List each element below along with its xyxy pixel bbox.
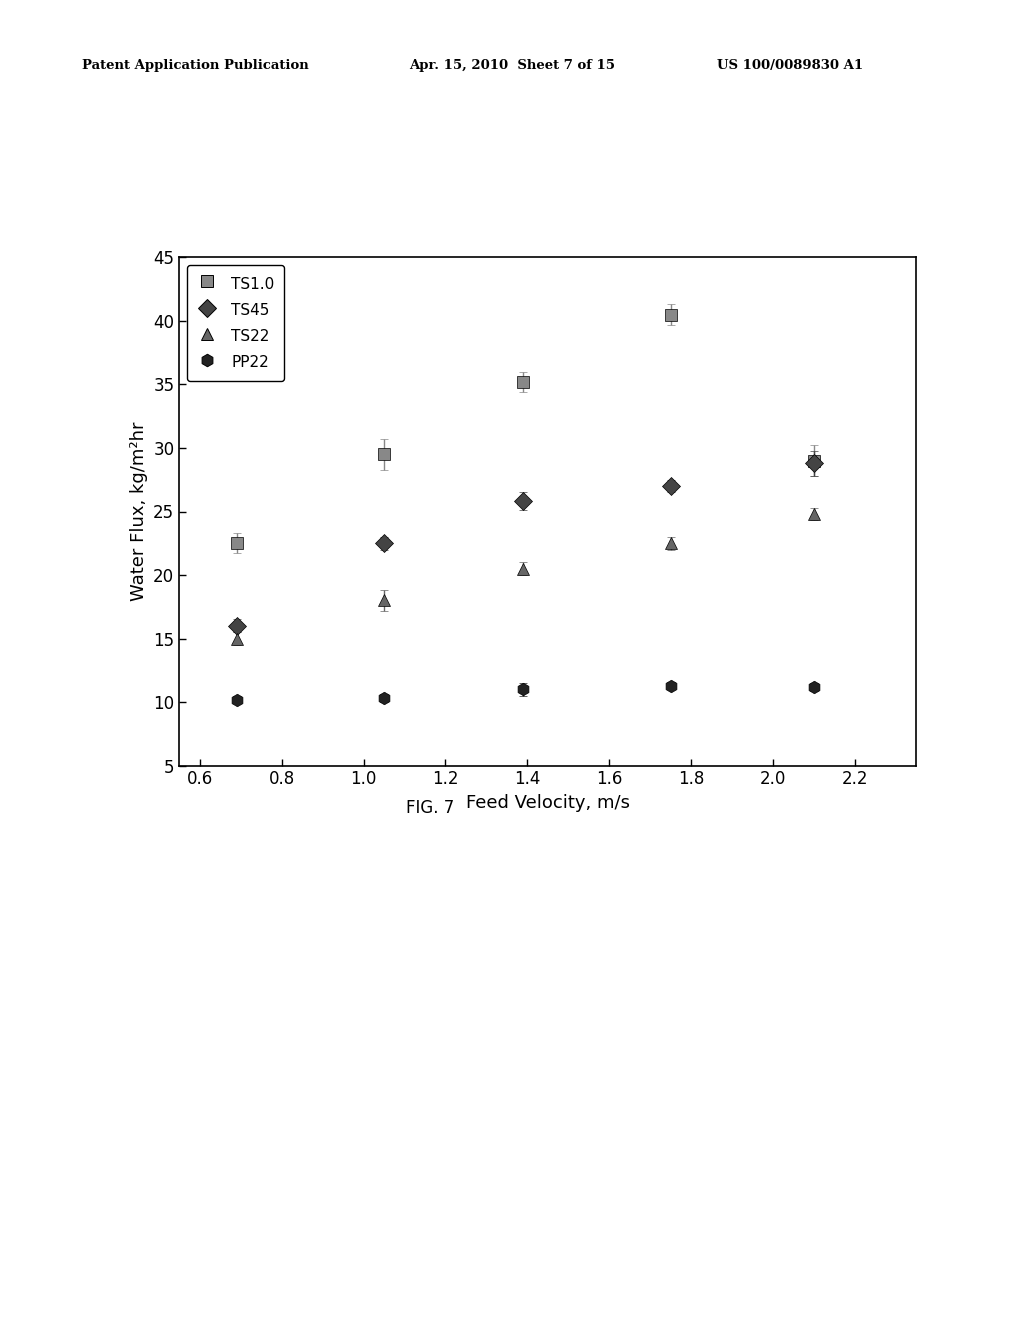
- Text: Patent Application Publication: Patent Application Publication: [82, 59, 308, 73]
- X-axis label: Feed Velocity, m/s: Feed Velocity, m/s: [466, 795, 630, 812]
- Legend: TS1.0, TS45, TS22, PP22: TS1.0, TS45, TS22, PP22: [186, 265, 284, 381]
- Text: FIG. 7: FIG. 7: [406, 799, 455, 817]
- Text: US 100/0089830 A1: US 100/0089830 A1: [717, 59, 863, 73]
- Text: Apr. 15, 2010  Sheet 7 of 15: Apr. 15, 2010 Sheet 7 of 15: [410, 59, 615, 73]
- Y-axis label: Water Flux, kg/m²hr: Water Flux, kg/m²hr: [130, 422, 147, 601]
